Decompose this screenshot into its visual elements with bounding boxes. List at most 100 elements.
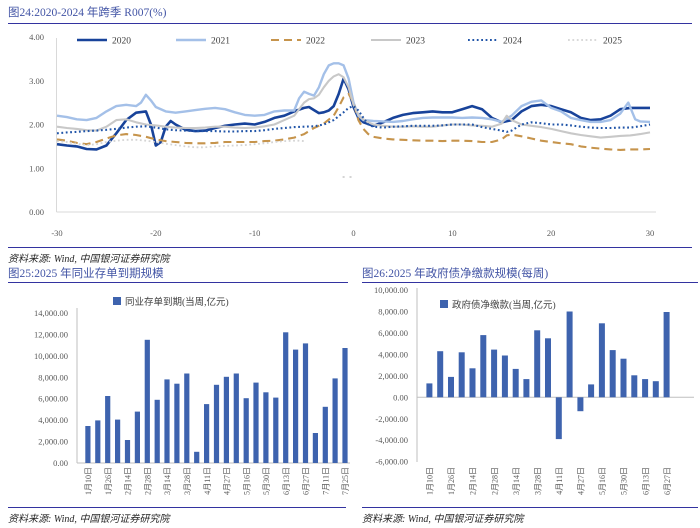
x-tick-label: 5月16日 xyxy=(242,467,251,495)
bar xyxy=(154,399,160,463)
bar xyxy=(322,406,328,464)
bar xyxy=(253,382,259,463)
fig24-source-note: 资料来源: Wind, 中国银河证券研究院 xyxy=(8,254,170,265)
x-tick-label: 1月26日 xyxy=(447,467,456,495)
bar xyxy=(164,379,170,463)
series-2021-line xyxy=(56,62,651,124)
x-tick-label: 1月10日 xyxy=(426,467,435,495)
bar xyxy=(184,373,190,463)
x-tick-label: 1月26日 xyxy=(104,467,113,495)
x-tick-label: 5月16日 xyxy=(598,467,607,495)
y-tick-label: 2.00 xyxy=(29,120,44,130)
x-tick-label: 10 xyxy=(448,228,457,238)
x-tick-label: 6月13日 xyxy=(641,467,650,495)
fig25-bottom-rule xyxy=(8,507,346,508)
bar xyxy=(642,379,649,398)
bar xyxy=(243,398,249,463)
series-2020-line xyxy=(56,77,650,151)
y-tick-label: 4.00 xyxy=(29,32,44,42)
y-tick-label: 0.00 xyxy=(53,458,68,468)
legend-label: 政府债净缴款(当周,亿元) xyxy=(452,299,556,311)
x-tick-label: 6月27日 xyxy=(302,467,311,495)
x-tick-label: -30 xyxy=(51,228,62,238)
bar xyxy=(302,343,309,463)
x-tick-label: 5月30日 xyxy=(262,467,271,495)
bar xyxy=(85,426,91,463)
x-tick-label: 4月11日 xyxy=(203,467,212,495)
bar xyxy=(609,350,616,398)
bar xyxy=(577,397,584,412)
fig25-title-rule xyxy=(8,282,348,283)
x-tick-label: 30 xyxy=(646,228,655,238)
legend-label-2021: 2021 xyxy=(211,37,230,47)
series-2024-line xyxy=(56,105,651,135)
bar xyxy=(631,375,638,398)
bar xyxy=(534,330,541,398)
bar xyxy=(332,378,338,463)
y-tick-label: 10,000.00 xyxy=(34,351,68,361)
x-tick-label: 4月11日 xyxy=(555,467,564,495)
legend-label: 同业存单到期(当周,亿元) xyxy=(125,296,229,308)
x-tick-label: -10 xyxy=(249,228,260,238)
bar xyxy=(501,355,508,398)
bar xyxy=(491,349,498,398)
x-tick-label: 20 xyxy=(547,228,556,238)
bar xyxy=(273,397,279,463)
y-tick-label: 4,000.00 xyxy=(378,349,408,359)
x-tick-label: 2月28日 xyxy=(144,467,153,495)
x-tick-label: 2月14日 xyxy=(124,467,133,495)
y-tick-label: 4,000.00 xyxy=(38,415,68,425)
x-tick-label: 2月28日 xyxy=(490,467,499,495)
y-tick-label: 1.00 xyxy=(29,163,44,173)
bar xyxy=(115,419,121,463)
fig24-title: 图24:2020-2024 年跨季 R007(%) xyxy=(8,7,167,19)
legend-label-2024: 2024 xyxy=(503,37,522,47)
bar xyxy=(566,311,573,398)
bar xyxy=(663,312,670,398)
y-tick-label: 8,000.00 xyxy=(38,372,68,382)
x-tick-label: 3月14日 xyxy=(163,467,172,495)
legend-label-2022: 2022 xyxy=(306,37,325,47)
fig24-r007-line-chart: 0.00 1.00 2.00 3.00 4.00 -30 -20 -10 0 10 20 30 2020… xyxy=(29,32,656,238)
x-tick-label: 3月28日 xyxy=(183,467,192,495)
bar xyxy=(426,383,433,398)
bar xyxy=(448,376,454,398)
fig24-bottom-rule xyxy=(8,247,692,248)
y-tick-label: -2,000.00 xyxy=(375,414,408,424)
bar xyxy=(204,404,210,463)
bar xyxy=(95,420,101,463)
y-tick-label: 2,000.00 xyxy=(38,437,68,447)
fig25-source-note: 资料来源: Wind, 中国银河证券研究院 xyxy=(8,514,170,525)
x-tick-label: 7月11日 xyxy=(322,467,331,495)
x-tick-label: 0 xyxy=(351,228,355,238)
bar xyxy=(134,411,140,463)
bar xyxy=(105,396,111,463)
bar xyxy=(620,358,627,398)
bar xyxy=(555,397,562,440)
y-tick-label: -6,000.00 xyxy=(375,457,408,467)
x-tick-label: 3月28日 xyxy=(533,467,542,495)
legend-label-2020: 2020 xyxy=(112,37,131,47)
bar xyxy=(283,332,289,463)
bar xyxy=(213,384,220,463)
fig24-title-rule xyxy=(8,23,692,24)
y-tick-label: -4,000.00 xyxy=(375,435,408,445)
y-tick-label: 6,000.00 xyxy=(378,328,408,338)
series-2025-point xyxy=(349,176,352,178)
legend-swatch xyxy=(440,300,448,308)
y-tick-label: 8,000.00 xyxy=(378,307,408,317)
y-tick-label: 0.00 xyxy=(393,392,408,402)
fig26-bottom-rule xyxy=(362,507,698,508)
y-tick-label: 14,000.00 xyxy=(34,308,68,318)
x-tick-label: 6月13日 xyxy=(282,467,291,495)
y-tick-label: 10,000.00 xyxy=(374,285,408,295)
x-tick-label: -20 xyxy=(150,228,161,238)
x-tick-label: 4月27日 xyxy=(577,467,586,495)
y-tick-label: 6,000.00 xyxy=(38,394,68,404)
bar xyxy=(512,368,519,398)
fig26-title: 图26:2025 年政府债净缴款规模(每周) xyxy=(362,268,549,280)
bar xyxy=(545,338,551,398)
bar xyxy=(598,323,605,398)
fig26-govbond-payment-bar-chart: -6,000.00 -4,000.00 -2,000.00 0.00 2,000.00 4… xyxy=(374,285,694,495)
